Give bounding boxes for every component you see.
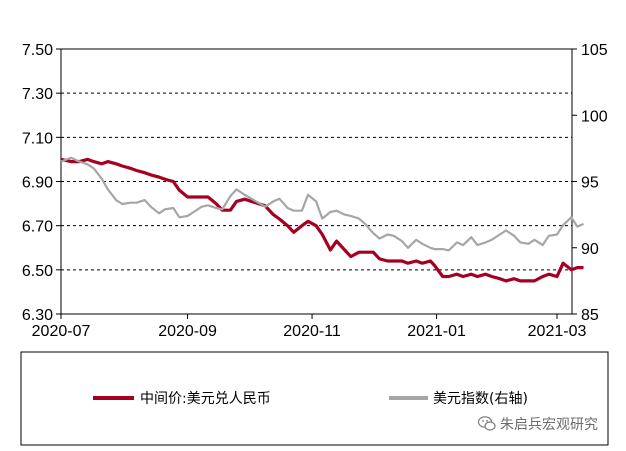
x-tick-label: 2021-03 bbox=[528, 323, 587, 340]
series-line-dxy bbox=[60, 156, 584, 252]
x-tick-label: 2020-11 bbox=[283, 323, 341, 340]
left-tick-label: 6.90 bbox=[22, 175, 53, 192]
x-tick-label: 2020-07 bbox=[32, 323, 91, 340]
right-tick-label: 85 bbox=[581, 307, 599, 324]
left-tick-label: 6.50 bbox=[22, 263, 53, 280]
left-tick-label: 7.10 bbox=[22, 130, 53, 147]
right-tick-label: 100 bbox=[581, 108, 608, 125]
right-tick-label: 105 bbox=[581, 42, 608, 59]
x-tick-label: 2020-09 bbox=[158, 323, 217, 340]
legend-label-dxy: 美元指数(右轴) bbox=[433, 391, 528, 407]
gridlines bbox=[61, 92, 572, 271]
left-tick-label: 6.70 bbox=[22, 219, 53, 236]
tick-labels: 7.50 7.30 7.10 6.90 6.70 6.50 6.30 105 100 95 90 85… bbox=[22, 42, 608, 340]
right-tick-label: 90 bbox=[581, 241, 599, 258]
legend-label-cny: 中间价:美元兑人民币 bbox=[140, 391, 271, 407]
series-layer bbox=[60, 156, 584, 283]
axes bbox=[56, 48, 577, 319]
x-tick-label: 2021-01 bbox=[407, 323, 466, 340]
left-tick-label: 7.30 bbox=[22, 86, 53, 103]
left-tick-label: 7.50 bbox=[22, 42, 53, 59]
series-line-cny bbox=[60, 157, 584, 283]
right-tick-label: 95 bbox=[581, 175, 599, 192]
watermark-text: 朱启兵宏观研究 bbox=[500, 417, 598, 433]
wechat-icon bbox=[478, 416, 496, 431]
watermark: 朱启兵宏观研究 bbox=[478, 414, 598, 434]
left-tick-label: 6.30 bbox=[22, 307, 53, 324]
